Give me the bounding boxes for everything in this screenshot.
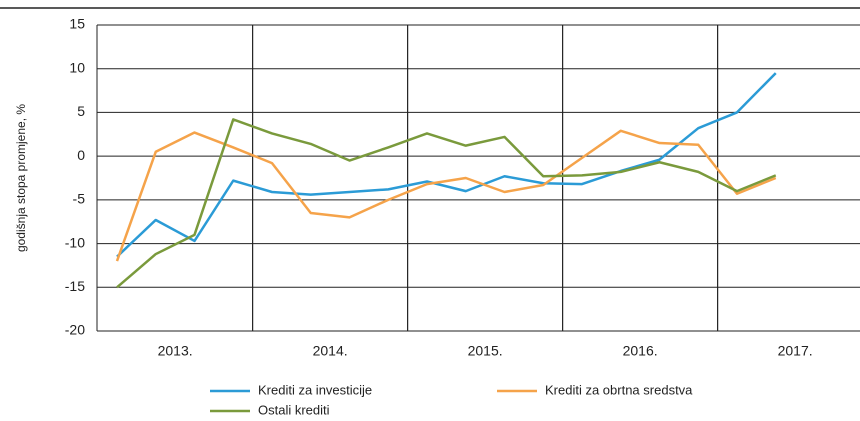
legend-label: Krediti za investicije xyxy=(258,382,372,397)
y-tick-label: 5 xyxy=(77,103,85,119)
series-line xyxy=(115,129,777,262)
x-tick-label: 2017. xyxy=(778,343,813,359)
x-tick-label: 2014. xyxy=(313,343,348,359)
y-tick-label: -10 xyxy=(65,234,85,250)
series-line xyxy=(116,118,777,289)
legend-label: Krediti za obrtna sredstva xyxy=(545,382,693,397)
y-tick-label: 0 xyxy=(77,147,85,163)
x-tick-label: 2015. xyxy=(468,343,503,359)
x-tick-label: 2016. xyxy=(623,343,658,359)
series-line xyxy=(116,72,777,258)
y-tick-label: 15 xyxy=(69,16,85,32)
y-axis-label: godišnja stopa promjene, % xyxy=(14,104,28,252)
y-tick-label: 10 xyxy=(69,59,85,75)
y-tick-label: -20 xyxy=(65,322,85,338)
legend-label: Ostali krediti xyxy=(258,402,330,417)
y-tick-label: -15 xyxy=(65,278,85,294)
y-tick-label: -5 xyxy=(73,191,86,207)
x-tick-label: 2013. xyxy=(158,343,193,359)
